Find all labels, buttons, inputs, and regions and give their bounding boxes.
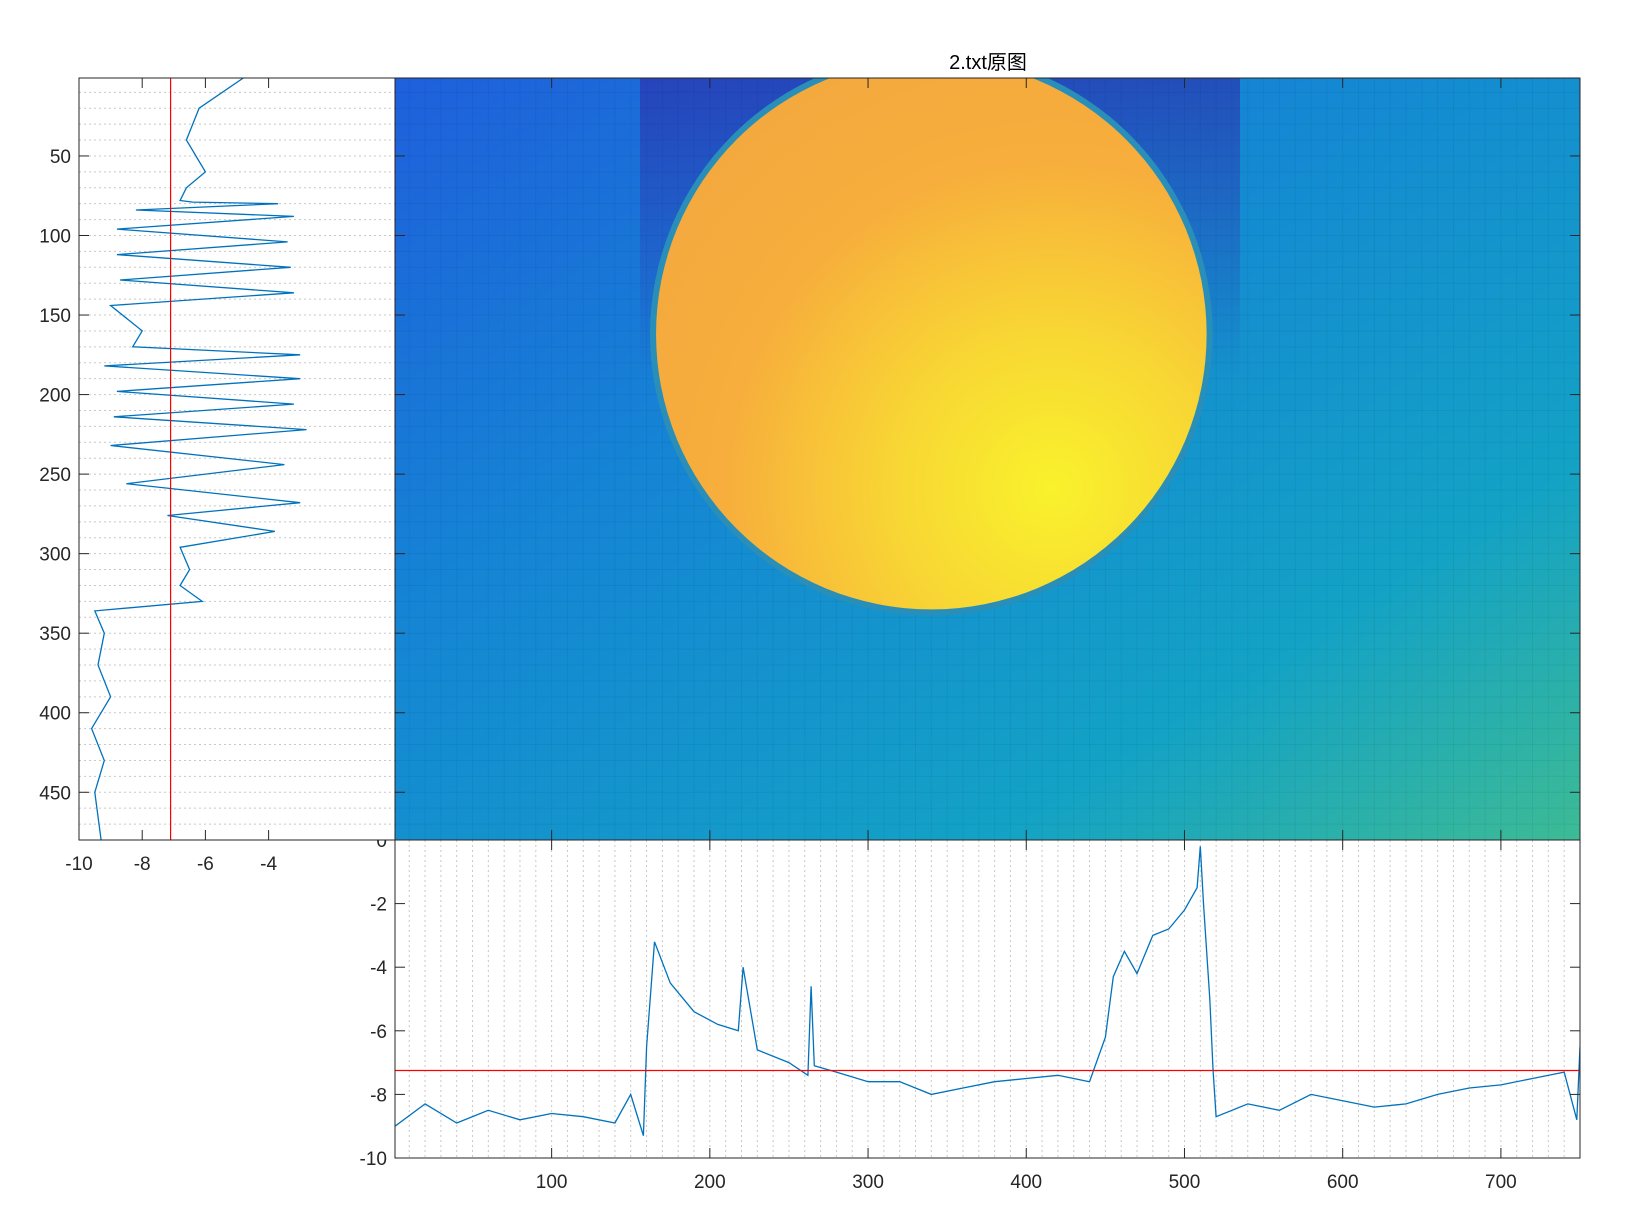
column-profile-x-tick-label: -10 — [65, 854, 92, 875]
row-profile-x-tick-label: 100 — [536, 1172, 568, 1193]
row-profile-axes: 100 200 300 400 500 600 700 0 -2 -4 -6 -8 -10 — [360, 831, 1581, 1193]
heatmap-ticks — [395, 78, 1580, 840]
row-profile-x-tick-label: 300 — [852, 1172, 884, 1193]
row-profile-y-tick-label: -6 — [370, 1022, 387, 1043]
row-profile-y-tick-label: -4 — [370, 958, 387, 979]
column-profile-series-line — [90, 78, 307, 840]
figure-title: 2.txt原图 — [949, 52, 1027, 74]
row-profile-axes-box — [394, 839, 1581, 1159]
row-profile-y-tick-label: 0 — [376, 831, 387, 852]
column-profile-y-tick-label: 250 — [39, 465, 71, 486]
column-profile-y-tick-label: 450 — [39, 783, 71, 804]
column-profile-x-tick-label: -6 — [197, 854, 214, 875]
column-profile-y-tick-label: 200 — [39, 386, 71, 407]
row-profile-y-tick-label: -8 — [370, 1085, 387, 1106]
row-profile-x-tick-label: 400 — [1010, 1172, 1042, 1193]
column-profile-y-tick-label: 100 — [39, 226, 71, 247]
row-profile-x-tick-label: 200 — [694, 1172, 726, 1193]
row-profile-x-tick-label: 700 — [1485, 1172, 1517, 1193]
column-profile-y-tick-label: 300 — [39, 545, 71, 566]
row-profile-grid — [408, 840, 1565, 1158]
heatmap-disc — [656, 78, 1207, 610]
column-profile-axes-box — [78, 77, 396, 841]
column-profile-x-tick-label: -8 — [134, 854, 151, 875]
column-profile-x-tick-label: -4 — [260, 854, 277, 875]
column-profile-axes: 50 100 150 200 250 300 350 400 450 -10 -8 -6 -4 — [39, 77, 396, 875]
column-profile-ticks: 50 100 150 200 250 300 350 400 450 -10 -8 -6 -4 — [39, 78, 277, 875]
heatmap-image — [395, 78, 1580, 840]
row-profile-y-tick-label: -2 — [370, 895, 387, 916]
column-profile-y-tick-label: 350 — [39, 624, 71, 645]
row-profile-series-line — [395, 846, 1580, 1136]
row-profile-y-tick-label: -10 — [360, 1149, 387, 1170]
row-profile-x-tick-label: 600 — [1327, 1172, 1359, 1193]
column-profile-y-tick-label: 50 — [50, 147, 71, 168]
row-profile-series-group — [395, 846, 1580, 1136]
column-profile-series-group — [90, 78, 307, 840]
column-profile-y-tick-label: 150 — [39, 306, 71, 327]
row-profile-x-tick-label: 500 — [1169, 1172, 1201, 1193]
row-profile-plot-area — [395, 840, 1580, 1158]
column-profile-y-tick-label: 400 — [39, 704, 71, 725]
row-profile-ticks: 100 200 300 400 500 600 700 0 -2 -4 -6 -8 -10 — [360, 831, 1580, 1193]
